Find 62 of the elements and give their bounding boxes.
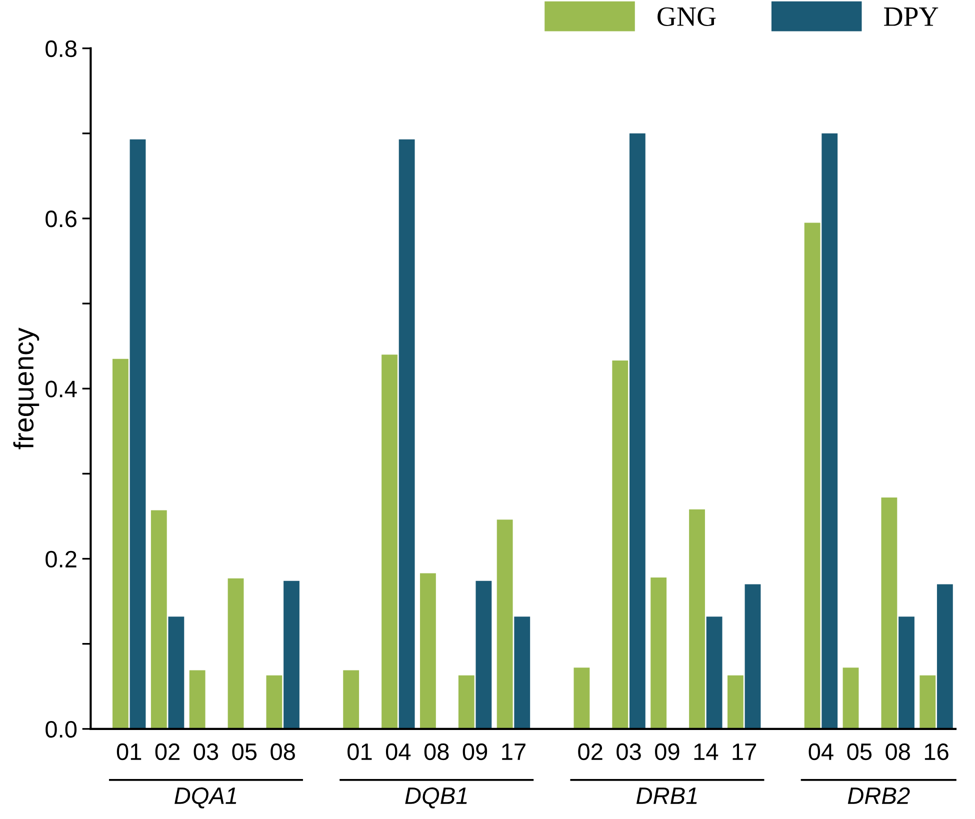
bar: [842, 668, 859, 729]
bar: [804, 222, 820, 729]
y-tick-label: 0.0: [46, 720, 77, 738]
bar: [689, 509, 705, 729]
bar: [574, 668, 590, 729]
bar: [382, 354, 398, 729]
bar: [920, 675, 936, 729]
x-tick-label: 14: [694, 744, 718, 760]
legend-label: DPY: [884, 8, 938, 26]
bar: [822, 133, 838, 729]
bar: [612, 360, 628, 729]
x-tick-label: 08: [886, 743, 910, 760]
bar: [420, 573, 436, 729]
text: DQA1: [174, 787, 236, 808]
bar: [168, 616, 184, 729]
x-tick-label: 01: [116, 743, 142, 760]
y-tick-label: 0.8: [46, 40, 76, 58]
x-tick-label: 17: [732, 744, 756, 760]
bar: [458, 675, 474, 729]
bar: [228, 578, 244, 729]
x-tick-label: 09: [655, 743, 680, 760]
x-tick-label: 04: [808, 743, 834, 760]
bar: [284, 580, 300, 729]
bar: [189, 670, 206, 729]
bar: [112, 358, 128, 729]
bar: [496, 520, 513, 729]
y-tick-label: 0.6: [46, 210, 76, 228]
x-tick-label: 09: [462, 743, 488, 760]
x-tick-label: 01: [348, 743, 372, 760]
bar: [130, 139, 146, 729]
bar: [936, 584, 953, 729]
bar: [398, 139, 415, 729]
x-tick-label: 05: [847, 743, 872, 760]
x-tick-label: 05: [232, 743, 257, 760]
x-tick-label: 02: [155, 743, 180, 760]
bar: [881, 498, 898, 729]
bar: [898, 616, 914, 729]
bar: [650, 577, 667, 729]
bar: [629, 133, 646, 729]
bar: [706, 616, 722, 729]
y-tick-label: 0.4: [46, 380, 77, 398]
x-tick-label: 03: [616, 743, 641, 760]
text: DRB1: [636, 788, 697, 804]
text: DQB1: [405, 787, 467, 808]
bar: [727, 675, 744, 729]
x-tick-label: 17: [502, 744, 526, 760]
bar: [343, 670, 360, 729]
y-tick-label: 0.2: [46, 550, 76, 568]
bar: [476, 580, 492, 729]
x-tick-label: 02: [578, 743, 602, 760]
y-axis-title: frequency: [13, 328, 40, 450]
x-tick-label: 03: [194, 743, 218, 760]
x-tick-label: 08: [270, 743, 295, 760]
bar: [150, 510, 167, 729]
legend-label: GNG: [658, 7, 716, 26]
x-tick-label: 16: [924, 743, 948, 760]
bar: [266, 675, 282, 729]
bar: [514, 616, 530, 729]
x-tick-label: 08: [424, 743, 449, 760]
x-tick-label: 04: [386, 743, 411, 760]
bar: [744, 584, 761, 729]
text: DRB2: [848, 787, 910, 804]
